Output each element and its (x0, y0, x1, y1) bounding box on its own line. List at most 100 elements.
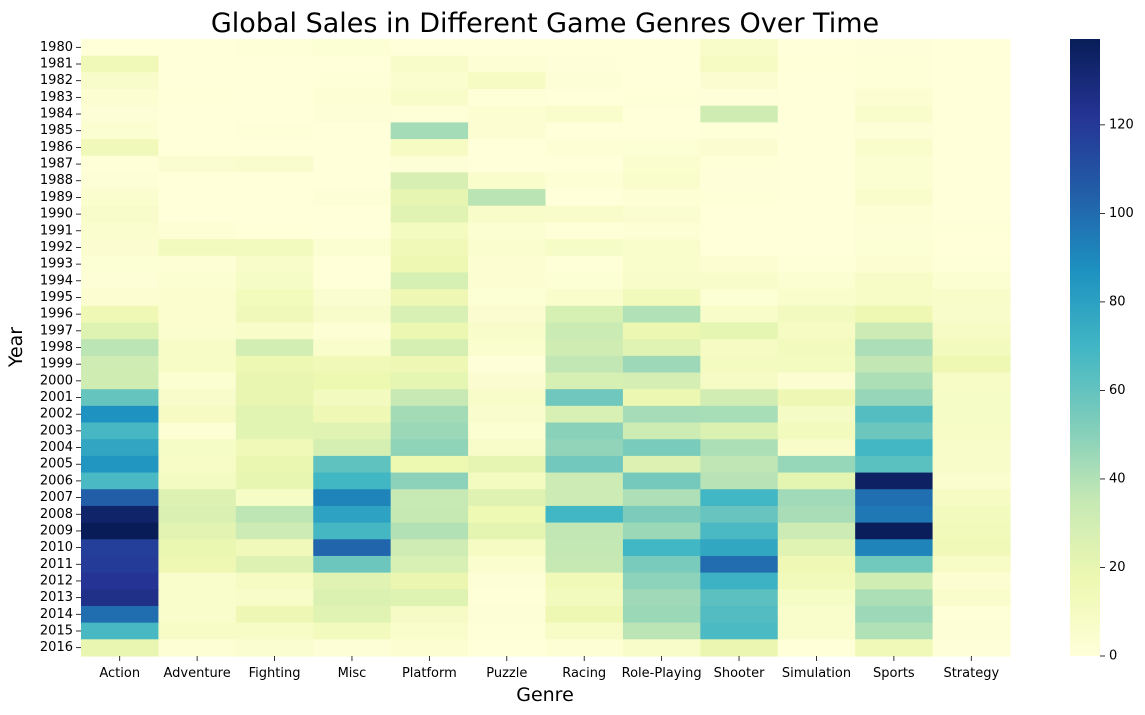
heatmap-cell-1987-platform (390, 155, 469, 174)
heatmap-cell-1988-shooter (700, 172, 779, 190)
heatmap-cell-2003-shooter (700, 422, 779, 440)
y-tick-label: 1998 (40, 340, 73, 355)
heatmap-cell-2009-shooter (700, 522, 779, 540)
heatmap-cell-1984-adventure (158, 105, 237, 123)
heatmap-cell-2001-role-playing (622, 389, 701, 407)
heatmap-cell-2005-action (81, 455, 160, 474)
heatmap-cell-2005-shooter (700, 455, 779, 474)
heatmap-cell-2011-misc (313, 555, 392, 574)
y-tick-label: 1994 (40, 273, 73, 288)
heatmap-cell-2014-strategy (932, 605, 1011, 624)
y-tick-label: 1993 (40, 257, 73, 272)
heatmap-cell-2008-strategy (932, 505, 1011, 524)
heatmap-cell-1984-misc (313, 105, 392, 123)
heatmap-cell-1991-action (81, 222, 160, 240)
heatmap-cell-1989-fighting (235, 189, 314, 207)
heatmap-cell-2014-racing (545, 605, 624, 624)
heatmap-cell-2004-racing (545, 439, 624, 457)
y-tick-label: 1984 (40, 107, 73, 122)
heatmap-cell-2006-adventure (158, 472, 237, 490)
heatmap-cell-2016-misc (313, 639, 392, 657)
heatmap-cell-2007-adventure (158, 489, 237, 507)
y-tick-label: 2008 (40, 507, 73, 522)
heatmap-cell-2015-fighting (235, 622, 314, 640)
heatmap-cell-1996-platform (390, 305, 469, 324)
heatmap-cell-1986-platform (390, 139, 469, 157)
heatmap-cell-2001-misc (313, 389, 392, 407)
heatmap-cell-1987-fighting (235, 155, 314, 174)
colorbar-tick-label: 80 (1109, 294, 1126, 309)
heatmap-cell-1983-racing (545, 89, 624, 107)
y-tick-label: 2007 (40, 490, 73, 505)
heatmap-cell-1982-fighting (235, 72, 314, 90)
heatmap-cell-1989-sports (855, 189, 934, 207)
heatmap-cell-2003-misc (313, 422, 392, 440)
heatmap-cell-2005-platform (390, 455, 469, 474)
heatmap-cell-2013-sports (855, 589, 934, 607)
heatmap-cell-1981-action (81, 55, 160, 73)
heatmap-cell-1998-simulation (777, 339, 856, 357)
heatmap-cell-2007-simulation (777, 489, 856, 507)
heatmap-cell-2006-fighting (235, 472, 314, 490)
heatmap-cell-1985-puzzle (468, 122, 547, 140)
heatmap-cell-1993-platform (390, 255, 469, 274)
heatmap-cell-2002-action (81, 405, 160, 424)
heatmap-cell-1989-adventure (158, 189, 237, 207)
heatmap-cell-2005-simulation (777, 455, 856, 474)
heatmap-cell-2010-action (81, 539, 160, 557)
heatmap-cell-2003-simulation (777, 422, 856, 440)
heatmap-cell-2002-sports (855, 405, 934, 424)
heatmap-cell-2004-platform (390, 439, 469, 457)
heatmap-cell-1996-shooter (700, 305, 779, 324)
x-tick-label: Strategy (943, 666, 999, 681)
heatmap-cell-2012-racing (545, 572, 624, 590)
y-tick-label: 2000 (40, 373, 73, 388)
heatmap-cell-1985-fighting (235, 122, 314, 140)
heatmap-cell-2014-action (81, 605, 160, 624)
heatmap-cell-1990-role-playing (622, 205, 701, 224)
heatmap-cell-1999-fighting (235, 355, 314, 374)
y-tick-label: 1982 (40, 73, 73, 88)
heatmap-cell-2010-adventure (158, 539, 237, 557)
heatmap-cell-1986-adventure (158, 139, 237, 157)
heatmap-cell-2011-puzzle (468, 555, 547, 574)
heatmap-cell-1986-misc (313, 139, 392, 157)
heatmap-cell-1986-sports (855, 139, 934, 157)
heatmap-cell-1998-strategy (932, 339, 1011, 357)
y-tick-label: 2001 (40, 390, 73, 405)
heatmap-cell-1993-racing (545, 255, 624, 274)
colorbar-ticks: 0 20 40 60 80 100 120 (1100, 117, 1134, 664)
heatmap-cell-2001-adventure (158, 389, 237, 407)
heatmap-cell-1983-simulation (777, 89, 856, 107)
heatmap-cell-1994-strategy (932, 272, 1011, 290)
heatmap-cell-1993-action (81, 255, 160, 274)
heatmap-cell-1995-role-playing (622, 289, 701, 307)
heatmap-cell-2015-platform (390, 622, 469, 640)
heatmap-cell-2006-sports (855, 472, 934, 490)
heatmap-cell-2004-role-playing (622, 439, 701, 457)
heatmap-cell-1991-simulation (777, 222, 856, 240)
heatmap-cell-2007-role-playing (622, 489, 701, 507)
heatmap-cell-1980-simulation (777, 39, 856, 57)
heatmap-cell-2007-action (81, 489, 160, 507)
heatmap-cell-2014-puzzle (468, 605, 547, 624)
heatmap-cell-2014-adventure (158, 605, 237, 624)
heatmap-cell-2010-fighting (235, 539, 314, 557)
heatmap-cell-1988-strategy (932, 172, 1011, 190)
heatmap-cell-1998-platform (390, 339, 469, 357)
colorbar-tick-label: 40 (1109, 471, 1126, 486)
heatmap-cell-1984-sports (855, 105, 934, 123)
heatmap-cell-1996-strategy (932, 305, 1011, 324)
heatmap-cell-1996-role-playing (622, 305, 701, 324)
heatmap-cell-1986-strategy (932, 139, 1011, 157)
heatmap-cell-2015-misc (313, 622, 392, 640)
x-tick-label: Puzzle (486, 666, 527, 681)
heatmap-cell-1990-adventure (158, 205, 237, 224)
heatmap-cell-1992-puzzle (468, 239, 547, 257)
heatmap-cell-2012-strategy (932, 572, 1011, 590)
colorbar-tick-label: 60 (1109, 383, 1126, 398)
heatmap-cell-1997-fighting (235, 322, 314, 340)
y-tick-label: 2012 (40, 573, 73, 588)
